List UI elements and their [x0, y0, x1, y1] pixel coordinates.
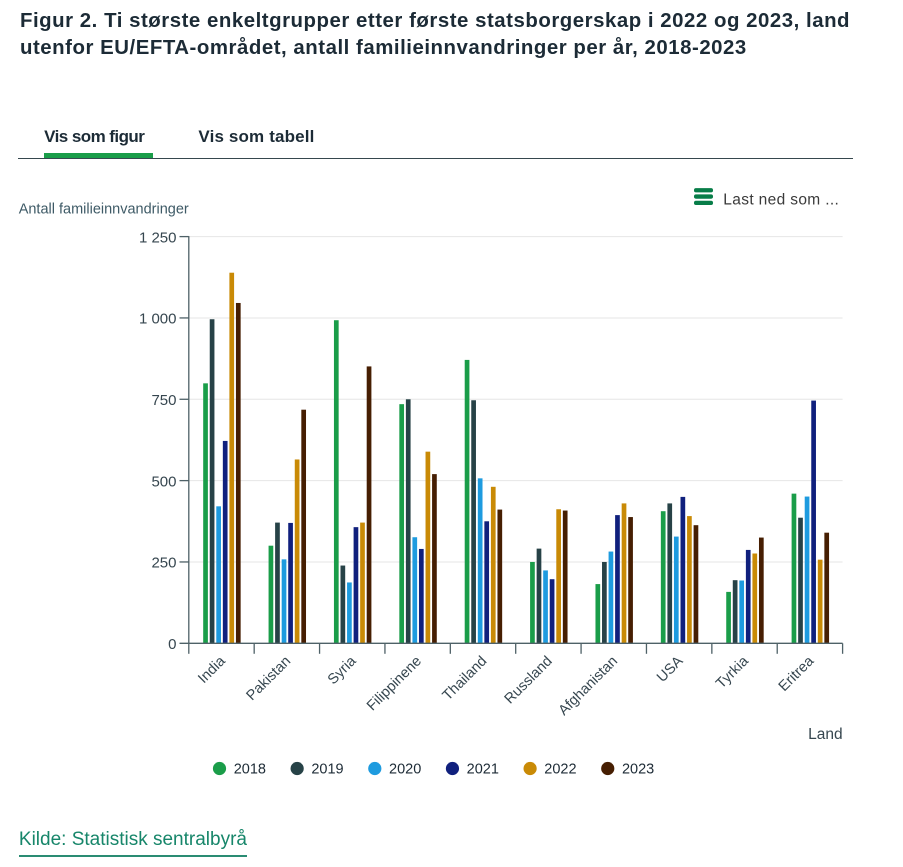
svg-text:Eritrea: Eritrea — [776, 653, 818, 695]
svg-text:Last ned som ...: Last ned som ... — [723, 192, 839, 209]
svg-text:1 250: 1 250 — [139, 229, 177, 246]
svg-text:2019: 2019 — [311, 761, 343, 777]
svg-text:500: 500 — [151, 473, 176, 490]
svg-text:Syria: Syria — [325, 653, 360, 688]
svg-text:750: 750 — [151, 392, 176, 409]
svg-text:Tyrkia: Tyrkia — [713, 653, 752, 692]
svg-text:2020: 2020 — [389, 761, 421, 777]
svg-text:Pakistan: Pakistan — [244, 653, 295, 704]
svg-text:USA: USA — [654, 653, 687, 686]
svg-text:2023: 2023 — [622, 761, 654, 777]
svg-text:250: 250 — [151, 555, 176, 572]
svg-text:Antall familieinnvandringer: Antall familieinnvandringer — [19, 202, 189, 218]
svg-text:2022: 2022 — [544, 761, 576, 777]
svg-text:Russland: Russland — [502, 653, 556, 707]
svg-text:Filippinene: Filippinene — [364, 653, 425, 714]
svg-text:1 000: 1 000 — [139, 311, 177, 328]
svg-text:Afghanistan: Afghanistan — [556, 653, 621, 718]
svg-text:2021: 2021 — [467, 761, 499, 777]
svg-text:Thailand: Thailand — [440, 653, 491, 704]
svg-text:0: 0 — [168, 636, 176, 653]
svg-text:Land: Land — [808, 726, 842, 743]
svg-text:India: India — [195, 653, 229, 687]
svg-text:2018: 2018 — [234, 761, 266, 777]
